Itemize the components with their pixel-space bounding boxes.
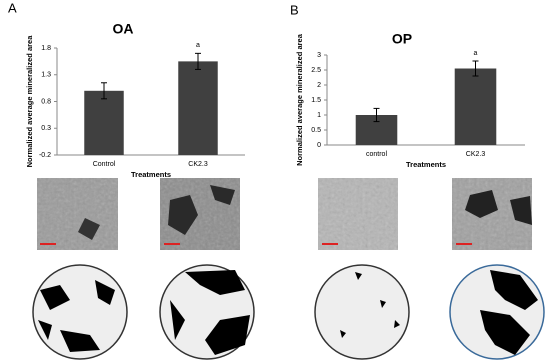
y-tick-label: 0.8 bbox=[41, 98, 51, 105]
micrographs bbox=[37, 178, 532, 250]
binary-wells bbox=[32, 264, 545, 360]
chart-title: OP bbox=[392, 31, 412, 47]
y-tick-label: 3 bbox=[317, 52, 321, 59]
well bbox=[314, 264, 410, 360]
significance-label: a bbox=[196, 42, 200, 49]
x-axis-label: Treatments bbox=[131, 170, 171, 179]
y-tick-label: 1 bbox=[317, 112, 321, 119]
chart-title: OA bbox=[113, 21, 134, 37]
bar bbox=[84, 90, 124, 155]
x-tick-label: CK2.3 bbox=[466, 151, 486, 158]
blob bbox=[78, 218, 100, 240]
y-axis-label: Normalized average mineralized area bbox=[295, 33, 304, 166]
mineral bbox=[170, 270, 250, 355]
texture bbox=[37, 178, 118, 250]
x-axis-label: Treatments bbox=[406, 160, 446, 169]
mineral bbox=[38, 280, 115, 352]
y-tick-label: -0.2 bbox=[39, 152, 51, 159]
y-tick-label: 0 bbox=[317, 142, 321, 149]
y-tick-label: 0.3 bbox=[41, 125, 51, 132]
y-tick-label: 1.8 bbox=[41, 45, 51, 52]
y-axis-label: Normalized average mineralized area bbox=[25, 35, 34, 168]
bar bbox=[454, 68, 497, 145]
mineral bbox=[480, 270, 538, 355]
y-tick-label: 1.5 bbox=[311, 97, 321, 104]
significance-label: a bbox=[474, 50, 478, 57]
blob bbox=[465, 190, 532, 225]
y-tick-label: 1.3 bbox=[41, 72, 51, 79]
y-tick-label: 0.5 bbox=[311, 127, 321, 134]
x-tick-label: control bbox=[366, 151, 387, 158]
x-tick-label: CK2.3 bbox=[188, 161, 208, 168]
texture bbox=[318, 178, 398, 250]
bar bbox=[178, 61, 218, 155]
panel-label: B bbox=[290, 2, 299, 17]
y-tick-label: 2.5 bbox=[311, 67, 321, 74]
blob bbox=[168, 185, 235, 235]
x-tick-label: Control bbox=[93, 161, 116, 168]
panel-label: A bbox=[8, 0, 17, 15]
y-tick-label: 2 bbox=[317, 82, 321, 89]
